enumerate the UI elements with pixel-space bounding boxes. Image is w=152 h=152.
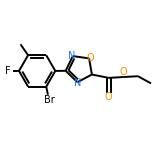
- Text: Br: Br: [44, 95, 55, 105]
- Text: O: O: [119, 67, 127, 77]
- Text: N: N: [74, 78, 82, 88]
- Text: N: N: [68, 51, 76, 61]
- Text: F: F: [5, 66, 10, 76]
- Text: O: O: [105, 92, 112, 102]
- Text: O: O: [86, 53, 94, 63]
